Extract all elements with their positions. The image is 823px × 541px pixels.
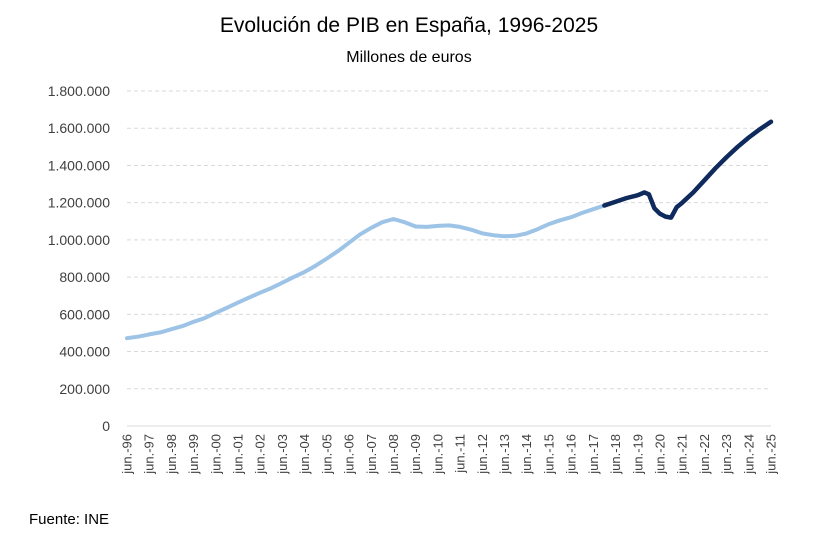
x-axis-ticks: jun.-96 jun.-97 jun.-98 jun.-99 jun.-00 jun.-… <box>120 434 779 475</box>
x-tick-label: jun.-05 <box>319 434 334 475</box>
chart-subtitle: Millones de euros <box>346 49 471 66</box>
x-tick-label: jun.-08 <box>386 434 401 475</box>
x-tick-label: jun.-19 <box>630 434 645 475</box>
x-tick-label: jun.-02 <box>253 434 268 475</box>
x-tick-label: jun.-09 <box>408 434 423 475</box>
x-tick-label: jun.-04 <box>297 434 312 475</box>
x-tick-label: jun.-99 <box>186 434 201 475</box>
x-tick-label: jun.-24 <box>741 434 756 475</box>
x-tick-label: jun.-98 <box>164 434 179 475</box>
y-axis-ticks: 0 200.000 400.000 600.000 800.000 1.000.000 1.… <box>48 83 111 434</box>
x-tick-label: jun.-07 <box>364 434 379 475</box>
x-tick-label: jun.-06 <box>342 434 357 475</box>
gridlines <box>127 90 771 427</box>
x-tick-label: jun.-97 <box>142 434 157 475</box>
y-tick-label: 600.000 <box>59 306 110 322</box>
x-tick-label: jun.-13 <box>497 434 512 475</box>
y-tick-label: 1.800.000 <box>48 83 110 99</box>
x-tick-label: jun.-00 <box>208 434 223 475</box>
y-tick-label: 1.400.000 <box>48 157 110 173</box>
x-tick-label: jun.-25 <box>764 434 779 475</box>
y-tick-label: 1.600.000 <box>48 120 110 136</box>
x-tick-label: jun.-18 <box>608 434 623 475</box>
y-tick-label: 800.000 <box>59 269 110 285</box>
x-tick-label: jun.-21 <box>675 434 690 475</box>
x-tick-label: jun.-23 <box>719 434 734 475</box>
y-tick-label: 0 <box>102 418 110 434</box>
x-tick-label: jun.-10 <box>430 434 445 475</box>
y-tick-label: 200.000 <box>59 381 110 397</box>
x-tick-label: jun.-01 <box>231 434 246 475</box>
x-tick-label: jun.-96 <box>120 434 135 475</box>
x-tick-label: jun.-11 <box>453 434 468 474</box>
x-tick-label: jun.-16 <box>564 434 579 475</box>
y-tick-label: 1.200.000 <box>48 195 110 211</box>
x-tick-label: jun.-17 <box>586 434 601 475</box>
y-tick-label: 1.000.000 <box>48 232 110 248</box>
x-tick-label: jun.-03 <box>275 434 290 475</box>
x-tick-label: jun.-12 <box>475 434 490 475</box>
chart-title: Evolución de PIB en España, 1996-2025 <box>220 14 598 37</box>
chart-source: Fuente: INE <box>29 511 110 528</box>
series-line-1 <box>125 203 607 341</box>
x-tick-label: jun.-20 <box>652 434 667 475</box>
x-tick-label: jun.-15 <box>541 434 556 475</box>
series-lines <box>125 119 774 341</box>
series-line-2 <box>602 119 774 220</box>
x-tick-label: jun.-14 <box>519 434 534 475</box>
x-tick-label: jun.-22 <box>697 434 712 475</box>
y-tick-label: 400.000 <box>59 344 110 360</box>
